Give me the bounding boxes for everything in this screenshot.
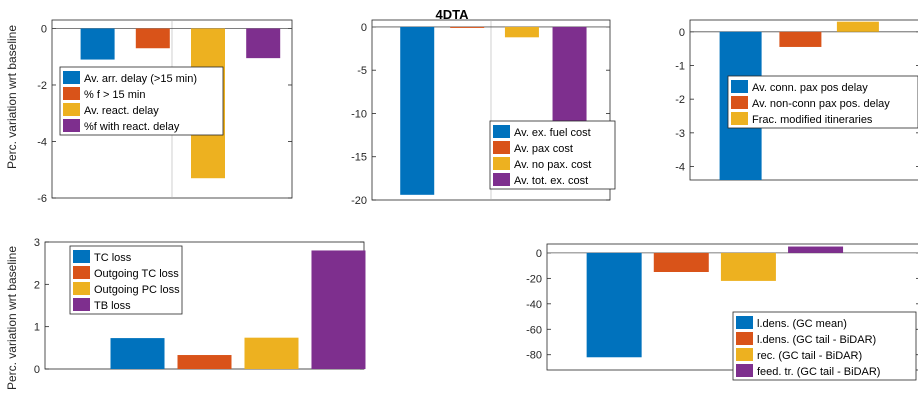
bar-4 [246,28,281,59]
bar-2 [450,26,485,28]
y-tick-label: -40 [526,299,542,311]
legend-label: l.dens. (GC tail - BiDAR) [757,334,876,346]
legend-swatch [493,173,510,186]
chart-1: 0 -2 -4 -6 Av. arr. delay (>15 min) % f > 15 … [37,19,293,205]
y-tick-label: -20 [526,273,542,285]
bar-1 [586,252,642,358]
y-tick-label: -60 [526,324,542,336]
legend-label: Outgoing PC loss [94,284,180,296]
y-tick-label: -2 [675,94,685,106]
legend-label: Av. non-conn pax pos. delay [752,98,890,110]
legend-label: feed. tr. (GC tail - BiDAR) [757,366,880,378]
y-tick-label: -15 [351,152,367,164]
y-tick-label: 0 [34,364,40,376]
legend-swatch [493,157,510,170]
legend-swatch [731,112,748,125]
y-tick-label: 0 [679,27,685,39]
legend-box [732,311,917,381]
bar-4 [311,250,366,369]
legend-label: % f > 15 min [84,89,145,101]
legend-swatch [63,103,80,116]
chart-2: 0 -5 -10 -15 -20 Av. ex. fuel cost Av. pax cos… [351,19,616,207]
legend-label: %f with react. delay [84,121,180,133]
chart-5: 0-20-40-60-80l.dens. (GC mean)l.dens. (G… [526,243,918,381]
y-tick-label: 0 [361,22,367,34]
legend: Av. ex. fuel cost Av. pax cost Av. no pax.… [489,120,616,190]
legend-label: Outgoing TC loss [94,268,179,280]
y-tick-label: 2 [34,279,40,291]
legend-swatch [736,316,753,329]
legend-label: Av. tot. ex. cost [514,175,588,187]
y-tick-label: -5 [357,65,367,77]
legend: Av. conn. pax pos delay Av. non-conn pax … [727,75,918,129]
legend-box [727,75,918,129]
legend-swatch [73,282,90,295]
y-tick-label: -1 [675,60,685,72]
bar-4 [788,246,844,253]
legend-label: l.dens. (GC mean) [757,318,847,330]
chart-3: 0 -1 -2 -3 -4 Av. conn. pax pos delay Av. non-… [675,19,918,181]
bar-3 [720,252,776,281]
legend-swatch [63,119,80,132]
legend-swatch [73,266,90,279]
y-tick-label: -20 [351,195,367,207]
y-tick-label: -4 [37,136,47,148]
legend-label: Av. no pax. cost [514,159,591,171]
legend-swatch [731,80,748,93]
legend-swatch [736,332,753,345]
legend-swatch [736,364,753,377]
legend-label: Av. arr. delay (>15 min) [84,73,197,85]
bar-1 [80,28,115,60]
legend-label: Av. conn. pax pos delay [752,82,868,94]
y-tick-label: -2 [37,80,47,92]
y-tick-label: 3 [34,237,40,249]
y-tick-label: -3 [675,128,685,140]
bar-2 [779,31,822,47]
legend-swatch [736,348,753,361]
y-tick-label: -10 [351,108,367,120]
legend: Av. arr. delay (>15 min) % f > 15 min Av. … [59,66,224,136]
y-tick-label: 0 [536,248,542,260]
legend-label: Frac. modified itineraries [752,114,873,126]
legend-swatch [63,87,80,100]
y-tick-label: 1 [34,322,40,334]
legend-label: Av. pax cost [514,143,573,155]
legend-swatch [73,250,90,263]
legend-swatch [63,71,80,84]
row2-ylabel: Perc. variation wrt baseline [5,246,19,390]
legend-label: rec. (GC tail - BiDAR) [757,350,862,362]
bar-3 [504,26,539,38]
figure-title: 4DTA [436,7,470,22]
bar-1 [400,26,435,195]
legend: l.dens. (GC mean) l.dens. (GC tail - BiDA… [732,311,917,381]
chart-4: 0 1 2 3 TC loss Outgoing TC loss Outgoing PC l… [34,237,366,376]
legend-label: TB loss [94,300,131,312]
bar-2 [135,28,170,49]
legend-swatch [73,298,90,311]
legend-box [489,120,616,190]
y-tick-label: -80 [526,350,542,362]
legend-swatch [493,141,510,154]
bar-2 [653,252,709,272]
legend-swatch [731,96,748,109]
legend-label: Av. ex. fuel cost [514,127,591,139]
row1-ylabel: Perc. variation wrt baseline [5,25,19,169]
legend: TC loss Outgoing TC loss Outgoing PC loss T… [69,245,183,315]
legend-label: TC loss [94,252,132,264]
y-tick-label: 0 [41,23,47,35]
legend-label: Av. react. delay [84,105,159,117]
legend-swatch [493,125,510,138]
y-tick-label: -4 [675,162,685,174]
bar-3 [836,21,879,32]
bar-4 [552,26,587,125]
bar-2 [177,355,232,369]
bar-1 [110,338,165,369]
charts-group: 0 -2 -4 -6 Av. arr. delay (>15 min) % f > 15 … [34,19,918,381]
y-tick-label: -6 [37,193,47,205]
legend-box [59,66,224,136]
bar-3 [244,337,299,369]
